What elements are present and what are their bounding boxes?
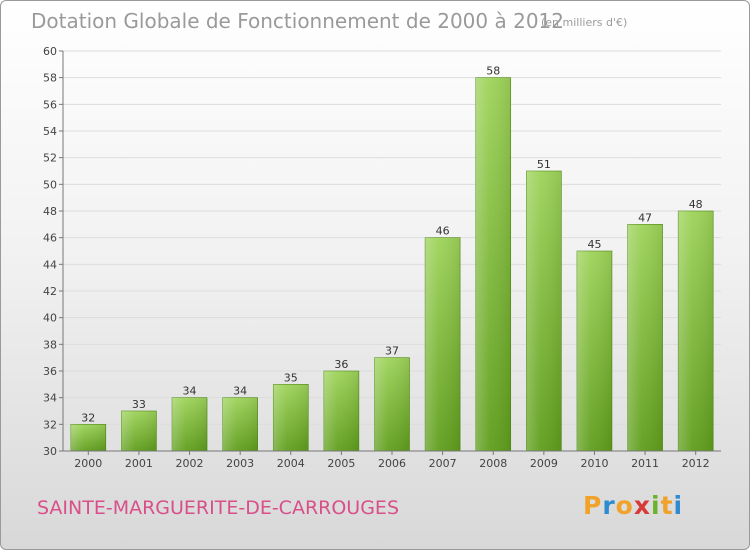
x-tick-label-2009: 2009 (530, 457, 558, 470)
x-tick-label-2007: 2007 (429, 457, 457, 470)
bar-shine-2010 (576, 251, 612, 451)
x-tick-label-2000: 2000 (74, 457, 102, 470)
y-tick-label: 40 (43, 312, 57, 325)
y-tick-label: 48 (43, 205, 57, 218)
y-axis: 30 32 34 36 38 40 42 44 46 48 50 52 54 56 58 60 (43, 45, 63, 458)
data-label-2008: 58 (486, 65, 500, 78)
data-label-2001: 33 (132, 398, 146, 411)
logo-letter: t (660, 491, 674, 520)
data-label-2004: 35 (284, 371, 298, 384)
bar-shine-2006 (374, 357, 410, 451)
bar-shine-2001 (121, 411, 157, 451)
bar-shine-2002 (172, 397, 208, 451)
data-label-2012: 48 (689, 198, 703, 211)
logo-letter: i (651, 491, 661, 520)
y-tick-label: 36 (43, 365, 57, 378)
x-tick-label-2011: 2011 (631, 457, 659, 470)
proxiti-logo: Proxiti (583, 491, 683, 520)
y-tick-label: 32 (43, 418, 57, 431)
x-tick-label-2008: 2008 (479, 457, 507, 470)
data-label-2002: 34 (183, 385, 197, 398)
y-tick-label: 42 (43, 285, 57, 298)
bar-shine-2012 (678, 211, 714, 451)
bar-shine-2003 (222, 397, 258, 451)
logo-letter: x (633, 491, 651, 520)
x-tick-label-2010: 2010 (580, 457, 608, 470)
y-tick-label: 44 (43, 258, 57, 271)
bar-shine-2000 (70, 424, 106, 451)
bar-shine-2007 (425, 237, 461, 451)
bar-shine-2011 (627, 224, 663, 451)
chart-unit-note: (en milliers d'€) (541, 16, 628, 29)
bar-shine-2009 (526, 171, 562, 451)
y-tick-label: 58 (43, 72, 57, 85)
data-label-2005: 36 (334, 358, 348, 371)
bars: 32 33 34 34 35 36 37 46 58 51 45 47 48 (70, 65, 714, 452)
y-tick-label: 54 (43, 125, 57, 138)
x-tick-label-2004: 2004 (277, 457, 305, 470)
y-tick-label: 60 (43, 45, 57, 58)
bar-shine-2005 (323, 371, 359, 451)
y-tick-label: 34 (43, 392, 57, 405)
logo-letter: r (602, 491, 616, 520)
data-label-2006: 37 (385, 345, 399, 358)
data-label-2010: 45 (587, 238, 601, 251)
commune-name: SAINTE-MARGUERITE-DE-CARROUGES (37, 497, 400, 519)
data-label-2007: 46 (436, 225, 450, 238)
logo-letter: o (615, 491, 634, 520)
y-tick-label: 50 (43, 178, 57, 191)
x-tick-label-2002: 2002 (176, 457, 204, 470)
x-tick-label-2006: 2006 (378, 457, 406, 470)
bar-shine-2008 (475, 77, 511, 452)
data-label-2009: 51 (537, 158, 551, 171)
x-tick-label-2005: 2005 (327, 457, 355, 470)
x-tick-label-2012: 2012 (682, 457, 710, 470)
logo-letter: i (673, 491, 684, 520)
y-tick-label: 52 (43, 152, 57, 165)
x-axis: 2000 2001 2002 2003 2004 2005 2006 2007 2008 2009… (74, 451, 710, 470)
x-tick-label-2003: 2003 (226, 457, 254, 470)
logo-letter: P (583, 491, 603, 520)
data-label-2003: 34 (233, 385, 247, 398)
y-tick-label: 30 (43, 445, 57, 458)
bar-shine-2004 (273, 384, 309, 451)
chart-title: Dotation Globale de Fonctionnement de 20… (31, 9, 564, 33)
data-label-2000: 32 (81, 411, 95, 424)
y-tick-label: 56 (43, 98, 57, 111)
y-tick-label: 38 (43, 338, 57, 351)
y-tick-label: 46 (43, 232, 57, 245)
data-label-2011: 47 (638, 211, 652, 224)
x-tick-label-2001: 2001 (125, 457, 153, 470)
